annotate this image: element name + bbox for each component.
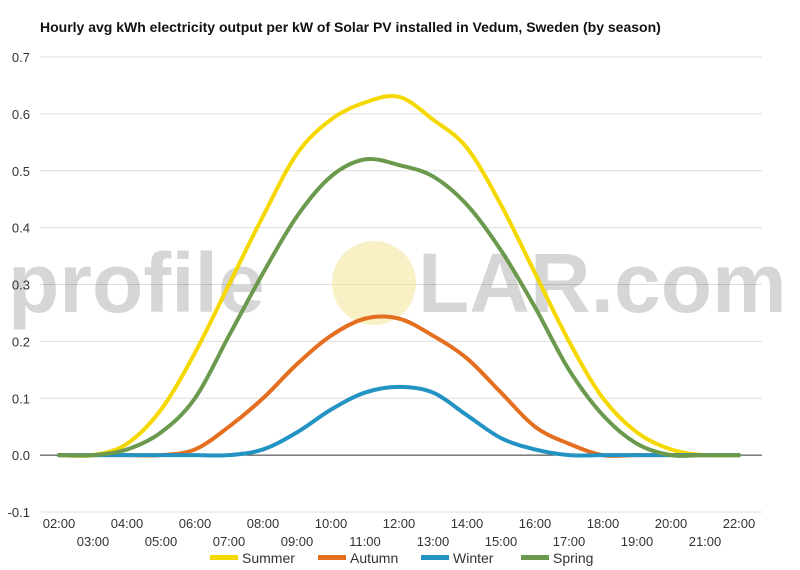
- x-tick-label: 06:00: [179, 516, 212, 531]
- legend-label: Spring: [553, 550, 593, 566]
- y-tick-label: 0.6: [12, 107, 30, 122]
- legend-label: Winter: [453, 550, 494, 566]
- x-tick-label: 02:00: [43, 516, 76, 531]
- y-tick-label: 0.7: [12, 50, 30, 65]
- chart-title: Hourly avg kWh electricity output per kW…: [40, 19, 661, 35]
- x-tick-label: 04:00: [111, 516, 144, 531]
- series-line-spring: [57, 156, 741, 458]
- legend-swatch: [318, 555, 346, 560]
- watermark: profile LAR.com: [8, 236, 787, 330]
- x-tick-label: 15:00: [485, 534, 518, 549]
- watermark-text-left: profile: [8, 236, 265, 330]
- legend-item-autumn[interactable]: Autumn: [318, 550, 398, 566]
- y-tick-label: 0.5: [12, 164, 30, 179]
- x-tick-label: 12:00: [383, 516, 416, 531]
- x-tick-label: 08:00: [247, 516, 280, 531]
- x-tick-label: 16:00: [519, 516, 552, 531]
- y-tick-label: 0.1: [12, 391, 30, 406]
- x-tick-label: 21:00: [689, 534, 722, 549]
- legend-swatch: [521, 555, 549, 560]
- y-tick-label: 0.2: [12, 334, 30, 349]
- legend: Summer Autumn Winter Spring: [210, 550, 593, 566]
- y-tick-label: -0.1: [8, 505, 30, 520]
- x-tick-label: 14:00: [451, 516, 484, 531]
- x-axis: 02:0003:0004:0005:0006:0007:0008:0009:00…: [43, 516, 756, 549]
- y-tick-label: 0.0: [12, 448, 30, 463]
- legend-label: Summer: [242, 550, 295, 566]
- legend-swatch: [421, 555, 449, 560]
- y-axis: -0.1 0.0 0.1 0.2 0.3 0.4 0.5 0.6 0.7: [8, 50, 30, 520]
- series-line-winter: [57, 384, 741, 458]
- x-tick-label: 18:00: [587, 516, 620, 531]
- x-tick-label: 07:00: [213, 534, 246, 549]
- x-tick-label: 09:00: [281, 534, 314, 549]
- legend-item-spring[interactable]: Spring: [521, 550, 593, 566]
- legend-label: Autumn: [350, 550, 398, 566]
- watermark-text-right: LAR.com: [418, 236, 787, 330]
- x-tick-label: 11:00: [349, 534, 381, 549]
- x-tick-label: 20:00: [655, 516, 688, 531]
- x-tick-label: 05:00: [145, 534, 178, 549]
- series-layer: [57, 93, 741, 458]
- legend-item-winter[interactable]: Winter: [421, 550, 494, 566]
- x-tick-label: 19:00: [621, 534, 654, 549]
- watermark-sun-icon: [332, 241, 416, 325]
- x-tick-label: 13:00: [417, 534, 450, 549]
- series-line-summer: [57, 93, 741, 458]
- legend-swatch: [210, 555, 238, 560]
- legend-item-summer[interactable]: Summer: [210, 550, 295, 566]
- x-tick-label: 22:00: [723, 516, 756, 531]
- x-tick-label: 17:00: [553, 534, 586, 549]
- y-tick-label: 0.4: [12, 221, 30, 236]
- x-tick-label: 10:00: [315, 516, 348, 531]
- x-tick-label: 03:00: [77, 534, 110, 549]
- y-tick-label: 0.3: [12, 278, 30, 293]
